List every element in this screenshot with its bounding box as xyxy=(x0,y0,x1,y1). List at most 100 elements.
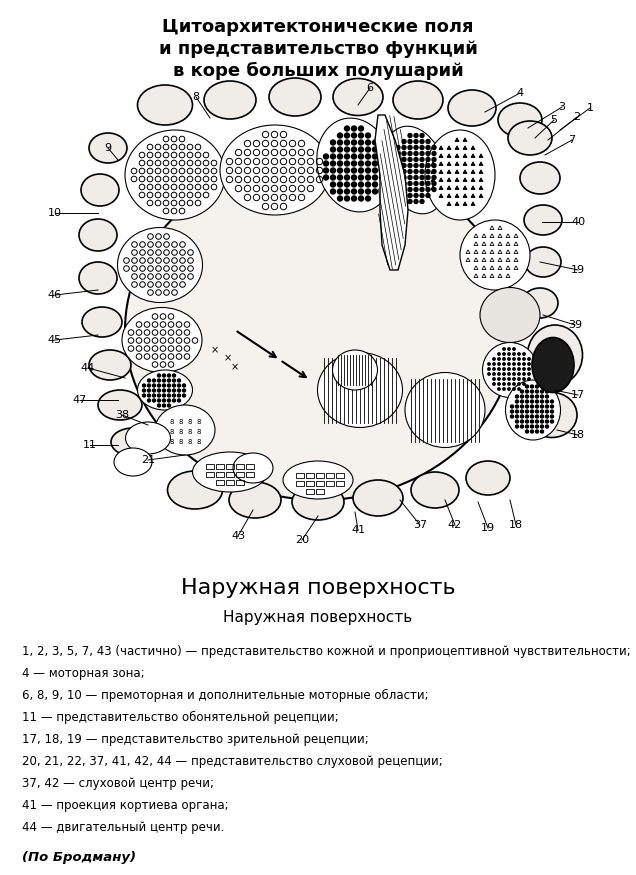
Circle shape xyxy=(402,158,406,162)
Circle shape xyxy=(498,378,500,381)
Circle shape xyxy=(408,139,412,144)
Ellipse shape xyxy=(333,79,383,116)
Polygon shape xyxy=(471,170,475,173)
Bar xyxy=(206,472,214,477)
Circle shape xyxy=(530,415,534,418)
Circle shape xyxy=(396,187,400,192)
Circle shape xyxy=(520,410,523,413)
Circle shape xyxy=(352,175,357,180)
Polygon shape xyxy=(479,193,483,198)
Circle shape xyxy=(414,158,418,162)
Circle shape xyxy=(366,133,371,138)
Circle shape xyxy=(498,373,500,375)
Circle shape xyxy=(432,170,436,173)
Circle shape xyxy=(493,358,495,360)
Ellipse shape xyxy=(125,422,170,454)
Text: 3: 3 xyxy=(558,102,565,112)
Circle shape xyxy=(523,378,525,381)
Polygon shape xyxy=(479,170,483,173)
Circle shape xyxy=(536,385,539,388)
Circle shape xyxy=(390,170,394,173)
Circle shape xyxy=(331,189,336,194)
Circle shape xyxy=(513,382,515,385)
Circle shape xyxy=(396,164,400,167)
Circle shape xyxy=(493,373,495,375)
Polygon shape xyxy=(463,178,467,181)
Circle shape xyxy=(503,363,505,365)
Circle shape xyxy=(426,164,430,167)
Polygon shape xyxy=(439,186,443,190)
Circle shape xyxy=(426,176,430,179)
Ellipse shape xyxy=(384,126,446,214)
Ellipse shape xyxy=(425,130,495,220)
Circle shape xyxy=(503,382,505,385)
Text: 41 — проекция кортиева органа;: 41 — проекция кортиева органа; xyxy=(22,799,228,812)
Polygon shape xyxy=(447,178,451,181)
Polygon shape xyxy=(471,146,475,150)
Circle shape xyxy=(536,415,539,418)
Circle shape xyxy=(530,425,534,428)
Text: 45: 45 xyxy=(48,335,62,345)
Circle shape xyxy=(546,410,548,413)
Text: ×: × xyxy=(231,362,239,372)
Polygon shape xyxy=(455,193,459,198)
Text: 8: 8 xyxy=(193,92,200,102)
Ellipse shape xyxy=(220,125,330,215)
Circle shape xyxy=(373,154,378,159)
Circle shape xyxy=(373,168,378,173)
Text: 18: 18 xyxy=(571,430,585,440)
Circle shape xyxy=(163,384,165,387)
Circle shape xyxy=(408,164,412,167)
Text: 1: 1 xyxy=(586,103,593,113)
Polygon shape xyxy=(455,178,459,181)
Bar xyxy=(226,472,234,477)
Circle shape xyxy=(528,373,530,375)
Bar xyxy=(236,472,244,477)
Circle shape xyxy=(513,347,515,350)
Circle shape xyxy=(390,176,394,179)
Ellipse shape xyxy=(233,453,273,483)
Circle shape xyxy=(408,200,412,204)
Circle shape xyxy=(523,358,525,360)
Circle shape xyxy=(177,389,181,392)
Circle shape xyxy=(420,139,424,144)
Polygon shape xyxy=(455,137,459,142)
Ellipse shape xyxy=(292,484,344,520)
Circle shape xyxy=(530,385,534,388)
Text: 4 — моторная зона;: 4 — моторная зона; xyxy=(22,667,144,680)
Circle shape xyxy=(373,189,378,194)
Ellipse shape xyxy=(79,262,117,294)
Ellipse shape xyxy=(527,325,583,385)
Circle shape xyxy=(172,389,176,392)
Bar xyxy=(316,473,324,478)
Ellipse shape xyxy=(466,461,510,495)
Bar xyxy=(236,480,244,485)
Circle shape xyxy=(432,164,436,167)
Circle shape xyxy=(520,405,523,408)
Circle shape xyxy=(148,384,151,387)
Circle shape xyxy=(420,193,424,198)
Circle shape xyxy=(408,145,412,150)
Circle shape xyxy=(525,400,529,403)
Circle shape xyxy=(408,187,412,192)
Text: 8: 8 xyxy=(197,419,201,425)
Circle shape xyxy=(331,161,336,166)
Circle shape xyxy=(551,415,553,418)
Polygon shape xyxy=(431,170,435,173)
Circle shape xyxy=(426,139,430,144)
Text: 18: 18 xyxy=(509,520,523,530)
Circle shape xyxy=(508,382,510,385)
Circle shape xyxy=(525,405,529,408)
Circle shape xyxy=(163,389,165,392)
Circle shape xyxy=(551,410,553,413)
Ellipse shape xyxy=(393,81,443,119)
Circle shape xyxy=(518,382,520,385)
Circle shape xyxy=(503,373,505,375)
Ellipse shape xyxy=(524,205,562,235)
Circle shape xyxy=(158,399,160,402)
Circle shape xyxy=(366,182,371,187)
Circle shape xyxy=(142,389,146,392)
Circle shape xyxy=(380,154,385,159)
Ellipse shape xyxy=(229,482,281,518)
Circle shape xyxy=(366,196,371,201)
